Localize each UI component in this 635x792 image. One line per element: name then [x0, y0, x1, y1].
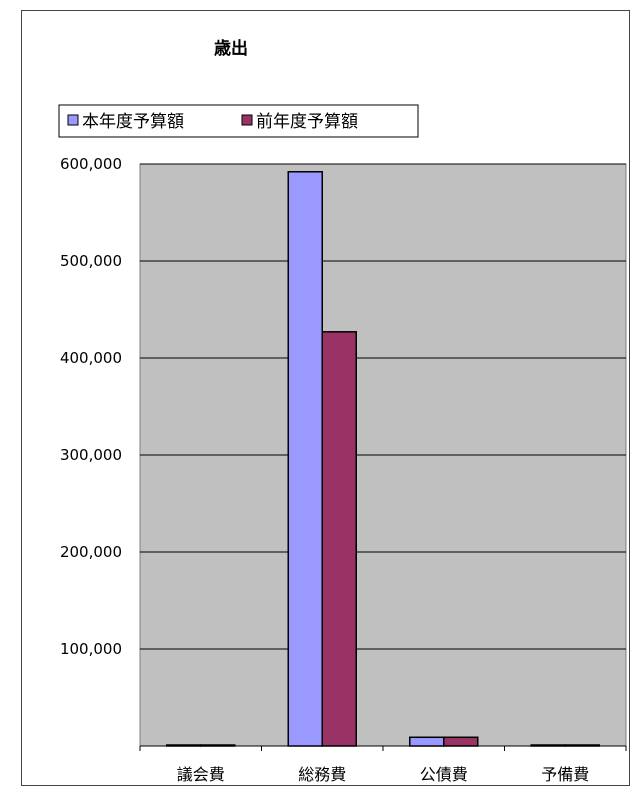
legend-swatch-previous [241, 114, 253, 126]
bar-current-1 [287, 171, 323, 747]
x-tick-label: 総務費 [298, 765, 346, 784]
x-tick-label: 予備費 [541, 765, 589, 784]
y-tick-label: 400,000 [60, 349, 122, 367]
x-axis-tick-labels: 議会費 総務費 公債費 予備費 [177, 765, 590, 784]
chart-frame: 歳出 本年度予算額 前年度予算額 100,000 200,000 300,000 40… [21, 10, 630, 786]
legend-label-current: 本年度予算額 [82, 112, 184, 132]
y-tick-label: 600,000 [60, 155, 122, 173]
legend-swatch-current [67, 114, 79, 126]
x-axis-ticks [139, 746, 627, 751]
legend-box [58, 104, 419, 138]
bar-previous-1 [321, 331, 357, 747]
grid-lines [140, 163, 626, 650]
y-tick-label: 200,000 [60, 543, 122, 561]
x-tick-label: 公債費 [420, 765, 468, 784]
x-tick-label: 議会費 [177, 765, 225, 784]
bars [166, 171, 600, 747]
y-tick-label: 100,000 [60, 640, 122, 658]
bar-current-2 [409, 736, 445, 747]
bar-chart: 歳出 本年度予算額 前年度予算額 100,000 200,000 300,000 40… [58, 38, 627, 784]
y-axis-tick-labels: 100,000 200,000 300,000 400,000 500,000 600,0… [60, 155, 122, 658]
legend: 本年度予算額 前年度予算額 [58, 104, 419, 138]
y-tick-label: 500,000 [60, 252, 122, 270]
bar-previous-2 [443, 736, 479, 747]
chart-title: 歳出 [214, 38, 248, 59]
y-tick-label: 300,000 [60, 446, 122, 464]
legend-label-previous: 前年度予算額 [256, 112, 358, 132]
